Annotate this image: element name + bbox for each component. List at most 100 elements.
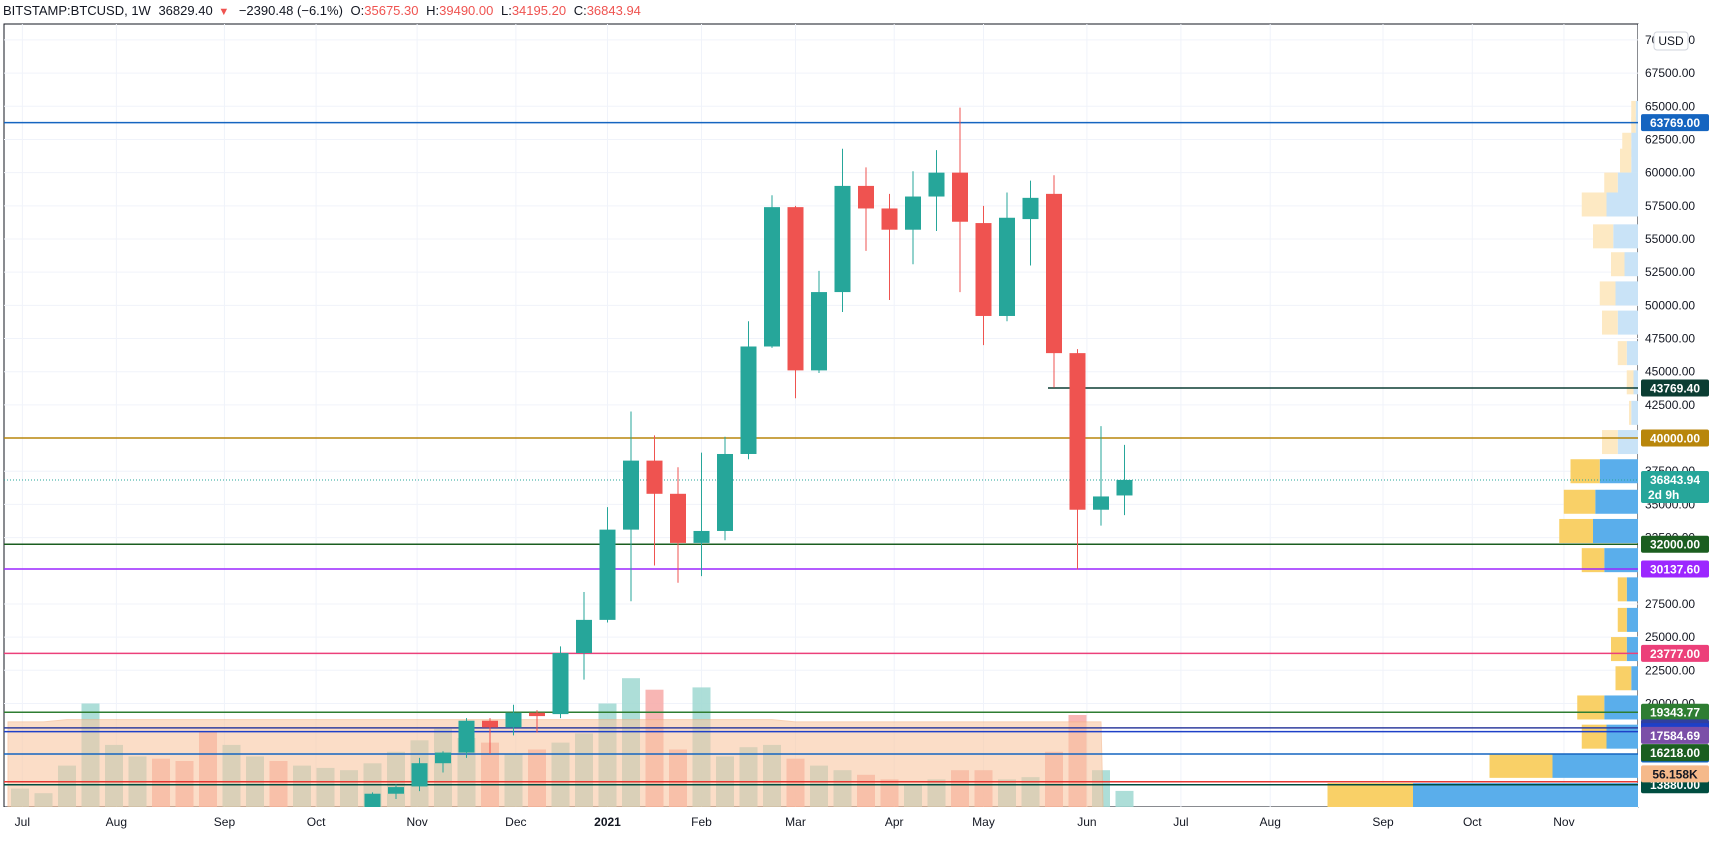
profile-bar-blue: [1599, 459, 1638, 484]
level-tag: 23777.00: [1650, 647, 1700, 661]
candle[interactable]: [928, 150, 945, 232]
candle-body: [1116, 479, 1133, 496]
price-tick-label: 27500.00: [1645, 597, 1695, 611]
profile-bar-blue: [1631, 666, 1638, 691]
level-tag-bg: [1641, 535, 1709, 553]
ray-tag-bg: [1641, 379, 1709, 397]
candle[interactable]: [529, 710, 545, 733]
candle[interactable]: [975, 205, 992, 346]
candle[interactable]: [881, 193, 898, 301]
profile-bar-yellow: [1581, 548, 1605, 573]
price-tick-label: 57500.00: [1645, 199, 1695, 213]
profile-bar-blue: [1604, 695, 1638, 720]
profile-bar-yellow: [1615, 666, 1632, 691]
profile-bar-yellow: [1489, 753, 1553, 778]
currency-badge[interactable]: USD: [1653, 31, 1689, 51]
profile-bar-yellow: [1581, 724, 1607, 749]
candle[interactable]: [1069, 349, 1086, 570]
candle-body: [670, 493, 686, 543]
candle[interactable]: [905, 171, 921, 265]
candle[interactable]: [787, 205, 804, 399]
symbol-label[interactable]: BITSTAMP:BTCUSD, 1W: [3, 3, 151, 18]
candle-body: [599, 529, 616, 620]
profile-bar-yellow: [1599, 281, 1616, 306]
candle[interactable]: [576, 592, 592, 680]
candle[interactable]: [505, 704, 522, 736]
candle[interactable]: [482, 718, 498, 754]
profile-bar-blue: [1617, 430, 1638, 455]
price-axis[interactable]: 70000.0067500.0065000.0062500.0060000.00…: [1638, 24, 1712, 807]
candle-body: [505, 712, 522, 728]
chart-legend-header: BITSTAMP:BTCUSD, 1W 36829.40 ▼ −2390.48 …: [0, 0, 1103, 22]
candle[interactable]: [623, 411, 639, 602]
grid: [3, 23, 1639, 808]
profile-bar-yellow: [1602, 310, 1618, 335]
candle[interactable]: [952, 107, 968, 293]
candle[interactable]: [388, 784, 404, 800]
profile-bar-blue: [1635, 100, 1638, 125]
profile-bar-blue: [1626, 637, 1638, 662]
high-label: H:: [426, 3, 440, 18]
candle[interactable]: [435, 751, 451, 773]
profile-bar-yellow: [1631, 116, 1636, 141]
candle[interactable]: [1022, 180, 1039, 266]
candle[interactable]: [646, 435, 663, 566]
candle[interactable]: [552, 646, 569, 719]
time-tick-label: Nov: [1553, 815, 1574, 829]
candle[interactable]: [834, 148, 851, 312]
candle[interactable]: [717, 436, 733, 541]
volume-profile: [1327, 100, 1638, 808]
level-tag-bg: [1641, 703, 1709, 721]
profile-bar-blue: [1626, 577, 1638, 602]
volume-bar: [1115, 790, 1134, 807]
candle-body: [928, 172, 945, 197]
candle[interactable]: [670, 467, 686, 583]
candle[interactable]: [740, 321, 757, 460]
candle-body: [905, 196, 921, 230]
candle-body: [975, 223, 992, 316]
candle[interactable]: [858, 167, 874, 251]
level-tag-bg: [1641, 560, 1709, 578]
profile-bar-blue: [1606, 724, 1638, 749]
profile-bar-blue: [1626, 341, 1638, 366]
candle[interactable]: [411, 757, 428, 792]
price-tick-label: 62500.00: [1645, 132, 1695, 146]
candle[interactable]: [1046, 175, 1062, 388]
candle[interactable]: [1093, 426, 1109, 526]
time-tick-label: Sep: [1372, 815, 1394, 829]
profile-bar-yellow: [1593, 224, 1614, 249]
candle-body: [999, 217, 1015, 316]
horizontal-levels[interactable]: [4, 121, 1638, 786]
candle[interactable]: [999, 192, 1015, 322]
high-value: 39490.00: [439, 3, 494, 18]
profile-bar-blue: [1631, 132, 1638, 157]
low-value: 34195.20: [511, 3, 567, 18]
candle[interactable]: [693, 452, 710, 577]
candle-body: [552, 653, 569, 715]
ray-tag: 43769.40: [1650, 382, 1700, 396]
time-tick-label: 2021: [594, 815, 621, 829]
candle[interactable]: [811, 270, 827, 374]
price-tick-label: 25000.00: [1645, 630, 1695, 644]
time-axis[interactable]: Jul Aug Sep Oct Nov Dec 2021 Feb Mar Apr May Jun Jul…: [0, 807, 1638, 847]
misc-tag-bg: [1641, 765, 1709, 783]
candle[interactable]: [1116, 444, 1133, 516]
profile-bar-yellow: [1559, 518, 1593, 543]
profile-bar-blue: [1593, 518, 1638, 543]
profile-bar-blue: [1617, 172, 1638, 197]
misc-tag: 17584.69: [1650, 729, 1700, 743]
profile-bar-yellow: [1617, 341, 1627, 366]
plot-frame: [3, 23, 1639, 808]
candle[interactable]: [458, 718, 475, 758]
candle[interactable]: [764, 195, 780, 348]
profile-bar-yellow: [1626, 370, 1634, 395]
level-tag: 30137.60: [1650, 562, 1700, 576]
profile-bar-yellow: [1563, 489, 1596, 514]
profile-bar-blue: [1617, 310, 1638, 335]
level-tag: 19343.77: [1650, 706, 1700, 720]
price-tick-label: 47500.00: [1645, 332, 1695, 346]
candle[interactable]: [599, 507, 616, 623]
close-label: C:: [573, 3, 587, 18]
level-tag: 63769.00: [1650, 116, 1700, 130]
